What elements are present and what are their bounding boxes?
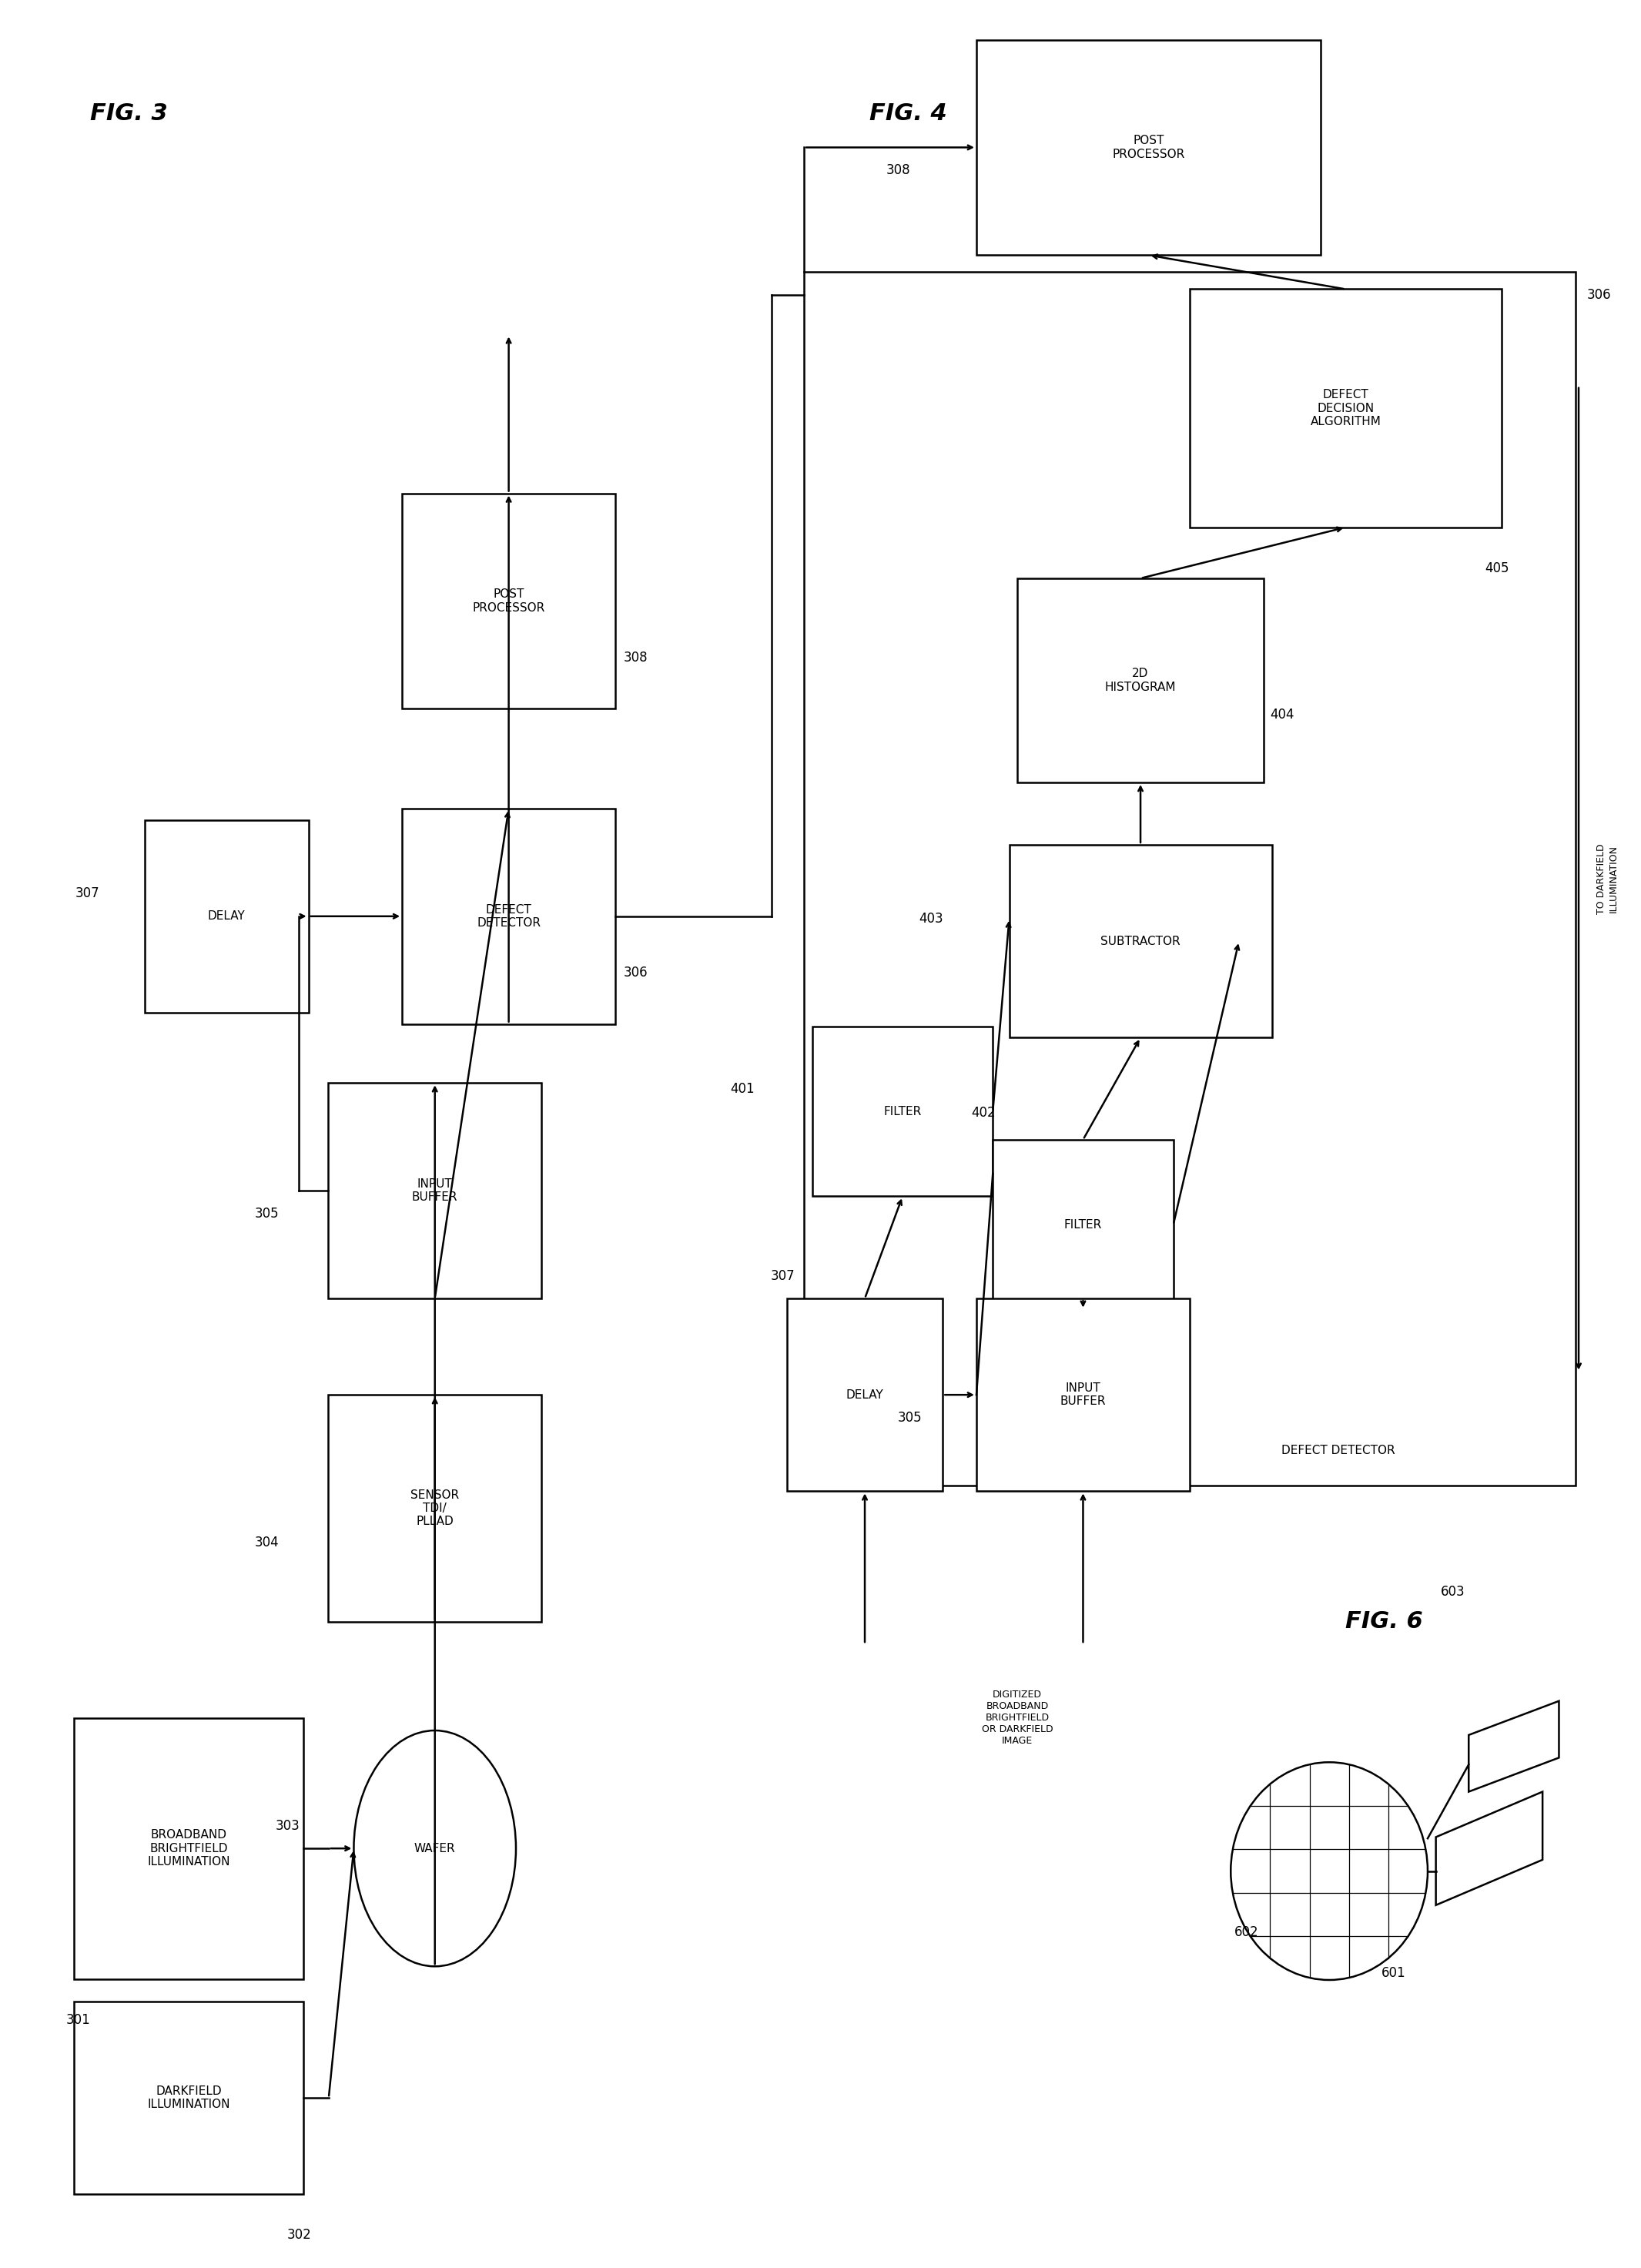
- Ellipse shape: [354, 1730, 515, 1966]
- Bar: [1009, 846, 1272, 1039]
- Text: INPUT
BUFFER: INPUT BUFFER: [1060, 1381, 1106, 1408]
- Bar: [74, 2003, 304, 2195]
- Bar: [402, 492, 615, 708]
- Ellipse shape: [1231, 1762, 1428, 1980]
- Bar: [1017, 578, 1264, 782]
- Bar: [993, 1139, 1173, 1309]
- Bar: [788, 1297, 942, 1492]
- Text: 2D
HISTOGRAM: 2D HISTOGRAM: [1104, 667, 1177, 694]
- Text: DARKFIELD
ILLUMINATION: DARKFIELD ILLUMINATION: [148, 2084, 230, 2112]
- Bar: [976, 39, 1321, 254]
- Text: 602: 602: [1234, 1926, 1259, 1939]
- Polygon shape: [1469, 1701, 1559, 1792]
- Bar: [328, 1084, 542, 1297]
- Text: 401: 401: [730, 1082, 755, 1095]
- Text: 404: 404: [1270, 708, 1295, 721]
- Text: BROADBAND
BRIGHTFIELD
ILLUMINATION: BROADBAND BRIGHTFIELD ILLUMINATION: [148, 1830, 230, 1867]
- Text: DIGITIZED
BROADBAND
BRIGHTFIELD
OR DARKFIELD
IMAGE: DIGITIZED BROADBAND BRIGHTFIELD OR DARKF…: [981, 1690, 1054, 1746]
- Bar: [804, 272, 1575, 1486]
- Text: DEFECT
DETECTOR: DEFECT DETECTOR: [478, 903, 540, 930]
- Text: 307: 307: [75, 887, 100, 900]
- Text: POST
PROCESSOR: POST PROCESSOR: [473, 587, 545, 615]
- Text: 306: 306: [1587, 288, 1611, 302]
- Bar: [328, 1395, 542, 1622]
- Bar: [976, 1297, 1190, 1492]
- Text: DEFECT DETECTOR: DEFECT DETECTOR: [1282, 1445, 1395, 1456]
- Bar: [144, 821, 309, 1012]
- Text: POST
PROCESSOR: POST PROCESSOR: [1113, 134, 1185, 161]
- Text: FILTER: FILTER: [883, 1105, 922, 1118]
- Text: 403: 403: [919, 912, 944, 925]
- Text: FILTER: FILTER: [1063, 1218, 1103, 1232]
- Text: 402: 402: [971, 1105, 996, 1120]
- Text: 601: 601: [1382, 1966, 1406, 1980]
- Text: 302: 302: [287, 2227, 312, 2243]
- Text: 305: 305: [898, 1411, 922, 1424]
- Text: DELAY: DELAY: [847, 1388, 883, 1402]
- Text: FIG. 4: FIG. 4: [870, 102, 947, 125]
- Text: 405: 405: [1485, 560, 1510, 576]
- Text: SUBTRACTOR: SUBTRACTOR: [1101, 934, 1180, 948]
- Text: 306: 306: [624, 966, 648, 980]
- Text: TO DARKFIELD
ILLUMINATION: TO DARKFIELD ILLUMINATION: [1597, 844, 1618, 914]
- Text: 307: 307: [771, 1268, 794, 1284]
- Text: 304: 304: [254, 1535, 279, 1549]
- Text: DEFECT
DECISION
ALGORITHM: DEFECT DECISION ALGORITHM: [1310, 390, 1382, 426]
- Text: DELAY: DELAY: [208, 909, 245, 923]
- Text: 301: 301: [66, 2012, 90, 2028]
- Text: 305: 305: [254, 1207, 279, 1220]
- Text: 303: 303: [276, 1819, 300, 1833]
- Text: SENSOR
TDI/
PLLAD: SENSOR TDI/ PLLAD: [410, 1490, 459, 1526]
- Bar: [812, 1025, 993, 1198]
- Text: FIG. 6: FIG. 6: [1346, 1610, 1423, 1633]
- Text: FIG. 3: FIG. 3: [90, 102, 167, 125]
- Text: WAFER: WAFER: [414, 1842, 456, 1855]
- Polygon shape: [1436, 1792, 1543, 1905]
- Bar: [402, 810, 615, 1025]
- Bar: [74, 1719, 304, 1978]
- Text: 308: 308: [624, 651, 648, 665]
- Text: 603: 603: [1441, 1585, 1465, 1599]
- Text: 308: 308: [886, 163, 911, 177]
- Bar: [1190, 290, 1502, 528]
- Text: INPUT
BUFFER: INPUT BUFFER: [412, 1177, 458, 1204]
